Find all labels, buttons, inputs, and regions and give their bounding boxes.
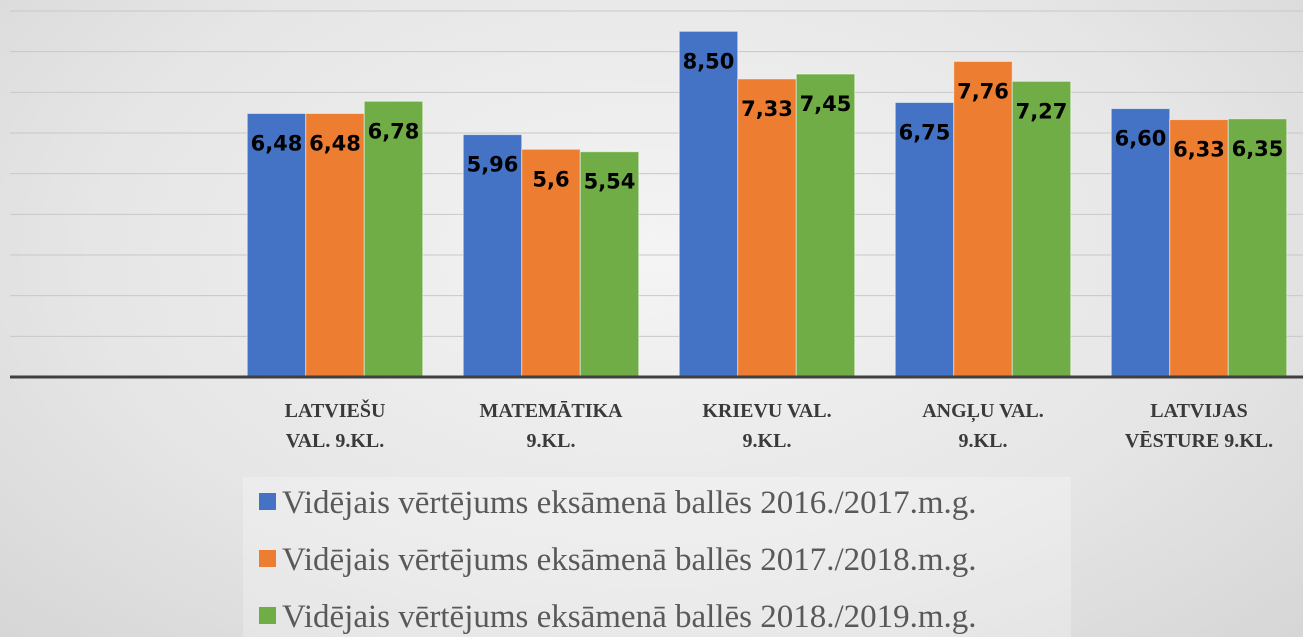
bar xyxy=(1110,108,1171,378)
data-label: 7,76 xyxy=(957,79,1009,103)
bar xyxy=(579,151,640,378)
legend-item: Vidējais vērtējums eksāmenā ballēs 2016.… xyxy=(259,485,977,522)
bar xyxy=(462,134,523,378)
bar xyxy=(1169,119,1229,378)
data-label: 6,60 xyxy=(1115,127,1167,151)
legend-label: Vidējais vērtējums eksāmenā ballēs 2017.… xyxy=(282,542,977,578)
data-label: 5,54 xyxy=(584,170,636,194)
data-label: 5,96 xyxy=(467,153,519,177)
legend: Vidējais vērtējums eksāmenā ballēs 2016.… xyxy=(243,477,1071,637)
data-label: 6,35 xyxy=(1232,137,1284,161)
bar xyxy=(521,148,581,378)
data-label: 7,33 xyxy=(741,97,793,121)
x-tick-label: KRIEVU VAL. 9.KL. xyxy=(702,400,832,452)
data-label: 5,6 xyxy=(532,167,569,191)
legend-label: Vidējais vērtējums eksāmenā ballēs 2018.… xyxy=(282,599,977,635)
bar xyxy=(737,78,797,378)
x-tick-label: MATEMĀTIKA 9.KL. xyxy=(479,400,623,452)
bar xyxy=(1227,118,1288,378)
bar xyxy=(305,112,365,378)
legend-label: Vidējais vērtējums eksāmenā ballēs 2016.… xyxy=(282,485,977,521)
bar xyxy=(678,30,739,378)
bar xyxy=(795,73,856,378)
x-tick-label: ANGĻU VAL. 9.KL. xyxy=(922,400,1044,452)
data-label: 8,50 xyxy=(683,49,735,73)
x-tick-label: LATVIEŠU VAL. 9.KL. xyxy=(284,400,386,452)
data-label: 6,78 xyxy=(368,119,420,143)
data-label: 7,45 xyxy=(800,92,852,116)
bar xyxy=(953,60,1013,378)
legend-swatch xyxy=(259,607,276,624)
legend-item: Vidējais vērtējums eksāmenā ballēs 2018.… xyxy=(259,599,977,636)
data-label: 6,48 xyxy=(251,131,303,155)
data-label: 6,75 xyxy=(899,121,951,145)
legend-swatch xyxy=(259,550,276,567)
data-label: 6,48 xyxy=(309,131,361,155)
x-tick-label: LATVIJAS VĒSTURE 9.KL. xyxy=(1124,400,1274,452)
legend-item: Vidējais vērtējums eksāmenā ballēs 2017.… xyxy=(259,542,977,579)
data-label: 6,33 xyxy=(1173,138,1225,162)
legend-swatch xyxy=(259,493,276,510)
bar xyxy=(1011,80,1072,378)
data-label: 7,27 xyxy=(1016,99,1068,123)
bar xyxy=(894,102,955,378)
